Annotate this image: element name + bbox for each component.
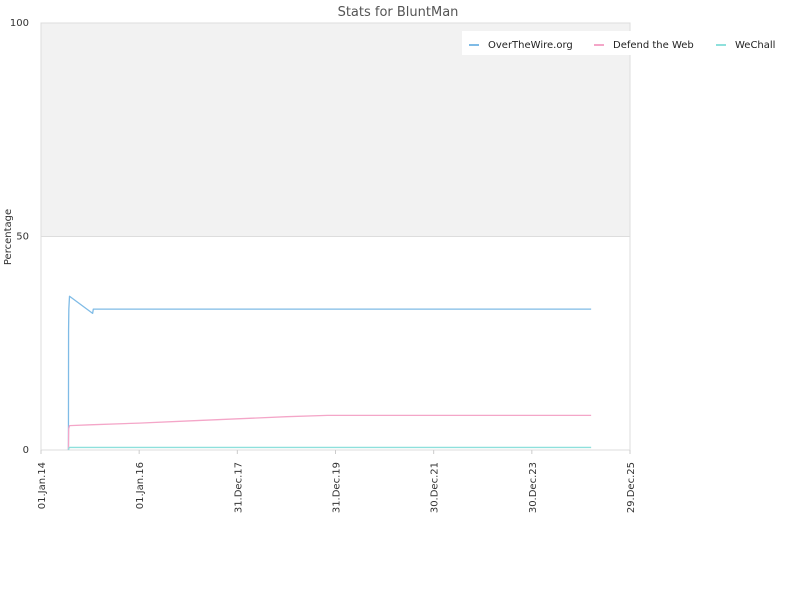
- x-axis-ticks: 01.Jan.14 01.Jan.16 31.Dec.17 31.Dec.19 30.D…: [37, 450, 637, 513]
- x-tick-label: 01.Jan.14: [37, 462, 48, 509]
- legend-item: WeChall: [716, 40, 775, 51]
- legend-label: Defend the Web: [613, 40, 694, 51]
- legend-box: [462, 31, 780, 55]
- y-tick-label: 0: [23, 445, 29, 456]
- x-tick-label: 30.Dec.23: [528, 462, 539, 513]
- x-tick-label: 29.Dec.25: [626, 462, 637, 513]
- y-tick-label: 100: [10, 18, 29, 29]
- series-line-3: [67, 446, 592, 451]
- legend-item: Defend the Web: [594, 40, 694, 51]
- y-axis-ticks: 0 50 100: [10, 18, 29, 456]
- legend-label: OverTheWire.org: [488, 40, 573, 51]
- y-tick-label: 50: [16, 232, 29, 243]
- x-tick-label: 31.Dec.17: [233, 462, 244, 513]
- legend-item: OverTheWire.org: [469, 40, 573, 51]
- legend: OverTheWire.org Defend the Web WeChall: [462, 31, 780, 55]
- chart-title: Stats for BluntMan: [338, 5, 459, 20]
- y-axis-label: Percentage: [3, 209, 14, 265]
- series-line-2: [67, 414, 592, 451]
- series-lines: [67, 295, 592, 451]
- x-tick-label: 30.Dec.21: [430, 462, 441, 513]
- x-tick-label: 31.Dec.19: [332, 462, 343, 513]
- series-line-1: [67, 295, 592, 451]
- x-tick-label: 01.Jan.16: [135, 462, 146, 509]
- legend-label: WeChall: [735, 40, 775, 51]
- shaded-band: [41, 23, 630, 237]
